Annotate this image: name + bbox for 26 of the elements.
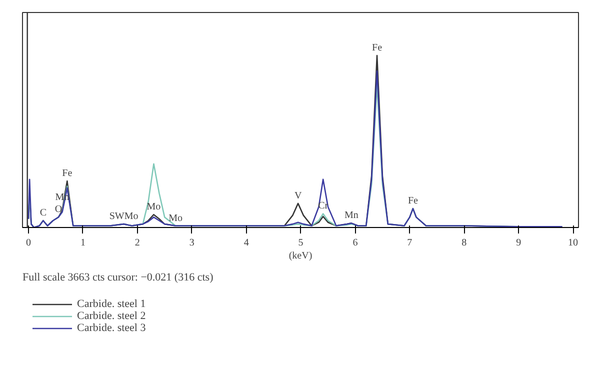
x-tick-label: 4 bbox=[244, 238, 249, 248]
x-tick-label: 7 bbox=[407, 238, 412, 248]
legend-label: Carbide. steel 2 bbox=[77, 310, 146, 322]
annotation: Mo bbox=[146, 202, 161, 213]
x-tick-label: 6 bbox=[352, 238, 358, 248]
legend-label: Carbide. steel 3 bbox=[77, 322, 146, 334]
x-tick-label: 9 bbox=[516, 238, 522, 248]
x-axis-title: (keV) bbox=[288, 250, 312, 262]
annotation: SWMo bbox=[109, 211, 138, 222]
x-tick-label: 5 bbox=[298, 238, 304, 248]
annotation: V bbox=[294, 190, 302, 202]
x-tick-label: 8 bbox=[462, 238, 467, 248]
legend-label: Carbide. steel 1 bbox=[77, 298, 146, 310]
annotation: O bbox=[54, 204, 62, 216]
annotation: Mn bbox=[344, 210, 358, 222]
annotation: C bbox=[40, 208, 47, 219]
text: Full scale 3663 cts cursor: −0.021 (316 cts) bbox=[22, 272, 214, 284]
x-tick-label: 1 bbox=[80, 238, 86, 248]
x-tick-label: 10 bbox=[568, 238, 578, 248]
x-tick-label: 0 bbox=[26, 238, 31, 248]
annotation: Fe bbox=[408, 196, 419, 207]
annotation: Fe bbox=[62, 168, 73, 180]
x-tick-label: 3 bbox=[189, 238, 194, 248]
annotation: Mo bbox=[168, 212, 182, 224]
x-tick-label: 2 bbox=[134, 238, 140, 248]
annotation: Fe bbox=[372, 42, 383, 54]
